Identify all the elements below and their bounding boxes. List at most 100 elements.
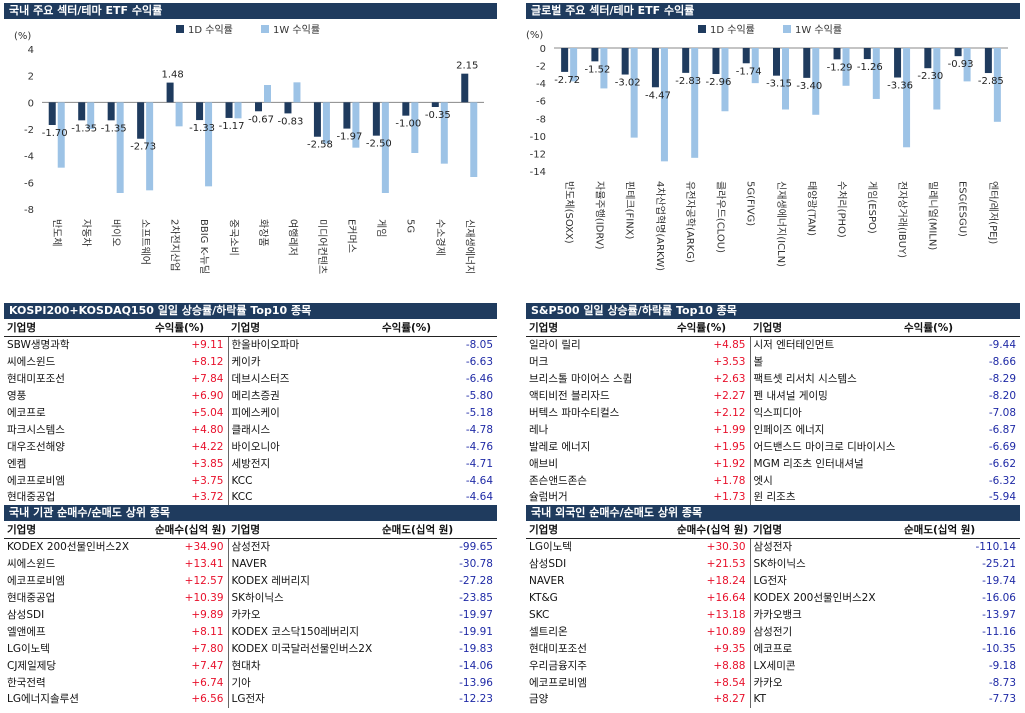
value-cell: +4.85: [713, 339, 746, 352]
category-label: 반도체(SOXX): [563, 181, 575, 244]
column-header: 수익률(%): [379, 319, 497, 337]
bar-1w: [57, 102, 65, 168]
bar-1w: [470, 102, 478, 177]
category-label: 소프트웨어: [139, 219, 151, 265]
bar-1w: [570, 48, 578, 82]
value-cell: +12.57: [184, 575, 224, 588]
category-label: ESG(ESGU): [957, 181, 968, 237]
company-name-cell: KT: [749, 691, 901, 708]
table-header-row: 기업명 순매수(십억 원) 기업명 순매도(십억 원): [4, 521, 497, 539]
table-title: S&P500 일일 상승률/하락률 Top10 종목: [526, 303, 1020, 319]
company-name-cell: 현대중공업: [7, 592, 56, 605]
value-cell: -9.44: [988, 339, 1016, 352]
company-name-cell: 애브비: [529, 457, 558, 470]
value-cell: -25.21: [982, 558, 1016, 571]
bar-1d: [255, 102, 262, 112]
company-name-cell: 메리츠증권: [227, 387, 379, 405]
data-label: -1.35: [101, 123, 127, 134]
value-cell: +8.54: [713, 676, 746, 689]
bar-1w: [600, 48, 608, 89]
table-row: 에코프로비엠 +3.75 KCC -4.64: [4, 472, 497, 490]
bar-1w: [872, 48, 880, 99]
bar-1w: [660, 48, 668, 162]
company-name-cell: 에코프로비엠: [7, 474, 65, 487]
company-name-cell: LG전자: [749, 572, 901, 590]
category-label: 자율주행(IDRV): [593, 181, 605, 250]
table-title: KOSPI200+KOSDAQ150 일일 상승률/하락률 Top10 종목: [4, 303, 497, 319]
value-cell: -16.06: [982, 592, 1016, 605]
bar-1d: [682, 48, 690, 73]
y-tick-label: -6: [24, 178, 34, 189]
table-row: 존슨앤드존슨 +1.78 엣시 -6.32: [526, 472, 1020, 490]
table-header-row: 기업명 수익률(%) 기업명 수익률(%): [4, 319, 497, 337]
category-label: 유전자공학(ARKG): [684, 181, 696, 263]
company-name-cell: KODEX 200선물인버스2X: [749, 589, 901, 607]
legend-swatch-1d: [176, 25, 184, 33]
data-label: -0.93: [948, 59, 974, 70]
bar-1w: [903, 48, 911, 148]
category-label: 전자상거래(IBUY): [896, 181, 908, 258]
data-label: 1.48: [161, 70, 183, 81]
bar-1w: [352, 102, 360, 148]
data-table: 기업명 수익률(%) 기업명 수익률(%) 일라이 릴리 +4.85 시저 엔터테인먼트 -9…: [526, 319, 1020, 506]
company-name-cell: CJ제일제당: [7, 659, 57, 672]
bar-1d: [924, 48, 932, 69]
domestic-etf-chart: (%) 1D 수익률 1W 수익률 4 2 0 -2 -4 -6 -8 -1.70 반도체 -1.35 자…: [14, 24, 484, 274]
company-name-cell: KODEX 200선물인버스2X: [7, 541, 130, 554]
company-name-cell: 삼성전기: [749, 623, 901, 641]
column-header: 수익률(%): [152, 319, 228, 337]
table-row: 브리스톨 마이어스 스큅 +2.63 팩트셋 리서치 시스템스 -8.29: [526, 370, 1020, 388]
value-cell: +9.11: [191, 339, 224, 352]
legend-label-1d: 1D 수익률: [188, 24, 233, 36]
company-name-cell: 대우조선해양: [7, 440, 65, 453]
value-cell: +1.73: [713, 491, 746, 504]
y-tick-label: 2: [28, 72, 34, 83]
company-name-cell: 어드밴스드 마이크로 디바이시스: [749, 438, 901, 456]
company-name-cell: MGM 리조츠 인터내셔널: [749, 455, 901, 473]
value-cell: +9.35: [713, 642, 746, 655]
global-etf-chart: (%) 1D 수익률 1W 수익률 0 -2 -4 -6 -8 -10 -12 -14 -2.72 반도…: [526, 24, 1008, 271]
value-cell: +1.99: [713, 423, 746, 436]
bar-1w: [146, 102, 154, 191]
column-header: 기업명: [526, 319, 674, 337]
company-name-cell: 파크시스템스: [7, 423, 65, 436]
value-cell: +3.53: [713, 356, 746, 369]
column-header: 기업명: [228, 521, 379, 539]
table-row: KT&G +16.64 KODEX 200선물인버스2X -16.06: [526, 589, 1020, 607]
column-header: 기업명: [750, 319, 901, 337]
column-header: 기업명: [750, 521, 901, 539]
value-cell: -8.73: [988, 676, 1016, 689]
bar-1w: [205, 102, 213, 187]
bar-1w: [116, 102, 124, 193]
y-tick-label: -2: [24, 125, 34, 136]
company-name-cell: KCC: [227, 489, 379, 506]
data-label: -1.70: [42, 128, 68, 139]
company-name-cell: 엔켐: [7, 457, 27, 470]
bar-1d: [742, 48, 750, 64]
table-row: 레나 +1.99 인페이즈 에너지 -6.87: [526, 421, 1020, 439]
column-header: 순매도(십억 원): [901, 521, 1020, 539]
bar-1d: [984, 48, 992, 74]
table-row: SBW생명과학 +9.11 한올바이오파마 -8.05: [4, 336, 497, 354]
table-row: 셀트리온 +10.89 삼성전기 -11.16: [526, 623, 1020, 641]
company-name-cell: 시저 엔터테인먼트: [749, 336, 901, 354]
table-row: SKC +13.18 카카오뱅크 -13.97: [526, 606, 1020, 624]
value-cell: +10.89: [706, 625, 746, 638]
company-name-cell: 씨에스윈드: [7, 558, 56, 571]
column-header: 기업명: [228, 319, 379, 337]
data-label: -1.97: [336, 132, 362, 143]
company-name-cell: 바이오니아: [227, 438, 379, 456]
legend-swatch-1w: [783, 25, 791, 33]
data-table: 기업명 순매수(십억 원) 기업명 순매도(십억 원) KODEX 200선물인버스2X…: [4, 521, 497, 708]
value-cell: +6.90: [191, 390, 224, 403]
company-name-cell: 카카오: [227, 606, 379, 624]
category-label: 반도체: [51, 219, 63, 247]
bar-1w: [751, 48, 759, 84]
value-cell: +4.80: [191, 423, 224, 436]
table-row: 삼성SDI +9.89 카카오 -19.97: [4, 606, 497, 624]
company-name-cell: 슐럼버거: [529, 491, 568, 504]
y-tick-label: 0: [28, 98, 34, 109]
data-label: -2.30: [917, 71, 943, 82]
table-row: 금양 +8.27 KT -7.73: [526, 691, 1020, 708]
value-cell: +18.24: [706, 575, 746, 588]
